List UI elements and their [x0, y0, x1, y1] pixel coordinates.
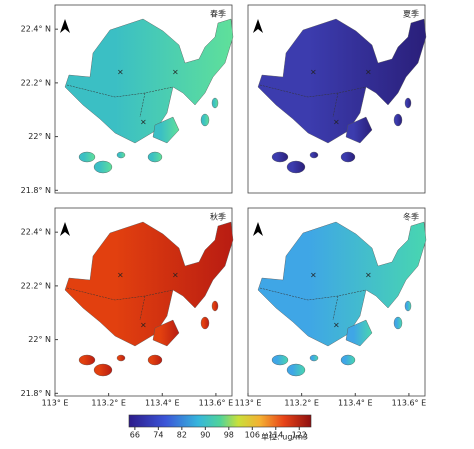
- map-panel: ⨯ ⨯ ⨯ 夏季: [253, 9, 427, 174]
- panel-title: 春季: [210, 9, 226, 19]
- marker: ⨯: [117, 68, 124, 77]
- marker: ⨯: [310, 271, 317, 280]
- lon-label: 113° E: [42, 399, 69, 408]
- lat-label: 22.4° N: [21, 228, 51, 237]
- lon-label: 113.6° E: [199, 399, 234, 408]
- lat-label: 22.4° N: [21, 25, 51, 34]
- lat-label: 22° N: [28, 132, 51, 141]
- marker: ⨯: [333, 321, 340, 330]
- colorbar-unit: 单位: ug/m3: [261, 432, 308, 442]
- colorbar-label: 74: [153, 431, 163, 440]
- lat-label: 21.8° N: [21, 186, 51, 195]
- marker: ⨯: [117, 271, 124, 280]
- north-arrow: [60, 19, 70, 33]
- colorbar-label: 90: [200, 431, 210, 440]
- colorbar-label: 66: [130, 431, 140, 440]
- lon-label: 113.6° E: [392, 399, 427, 408]
- lat-label: 22.2° N: [21, 281, 51, 290]
- north-arrow: [60, 222, 70, 236]
- lon-label: 113.4° E: [338, 399, 373, 408]
- panel-title: 夏季: [403, 9, 419, 19]
- map-panel: ⨯ ⨯ ⨯ 冬季: [253, 212, 427, 377]
- colorbar-label: 122: [292, 431, 307, 440]
- colorbar-label: 114: [268, 431, 283, 440]
- marker: ⨯: [140, 118, 147, 127]
- map-panel: ⨯ ⨯ ⨯ 秋季: [60, 212, 234, 377]
- map-panel: ⨯ ⨯ ⨯ 春季: [60, 9, 234, 174]
- lat-label: 21.8° N: [21, 389, 51, 398]
- lon-label: 113.2° E: [284, 399, 319, 408]
- lon-label: 113° E: [235, 399, 262, 408]
- panel-title: 秋季: [210, 212, 226, 222]
- boundary: [259, 84, 367, 118]
- panel-title: 冬季: [403, 212, 419, 222]
- lat-label: 22° N: [28, 335, 51, 344]
- lat-label: 22.2° N: [21, 78, 51, 87]
- marker: ⨯: [310, 68, 317, 77]
- marker: ⨯: [365, 271, 372, 280]
- marker: ⨯: [172, 68, 179, 77]
- marker: ⨯: [365, 68, 372, 77]
- colorbar-label: 82: [177, 431, 187, 440]
- lon-label: 113.4° E: [145, 399, 180, 408]
- north-arrow: [253, 222, 263, 236]
- colorbar-label: 98: [224, 431, 234, 440]
- marker: ⨯: [172, 271, 179, 280]
- boundary: [66, 287, 174, 321]
- marker: ⨯: [140, 321, 147, 330]
- boundary: [259, 287, 367, 321]
- colorbar-label: 106: [245, 431, 260, 440]
- boundary: [66, 84, 174, 118]
- marker: ⨯: [333, 118, 340, 127]
- north-arrow: [253, 19, 263, 33]
- colorbar: [128, 414, 312, 428]
- lon-label: 113.2° E: [91, 399, 126, 408]
